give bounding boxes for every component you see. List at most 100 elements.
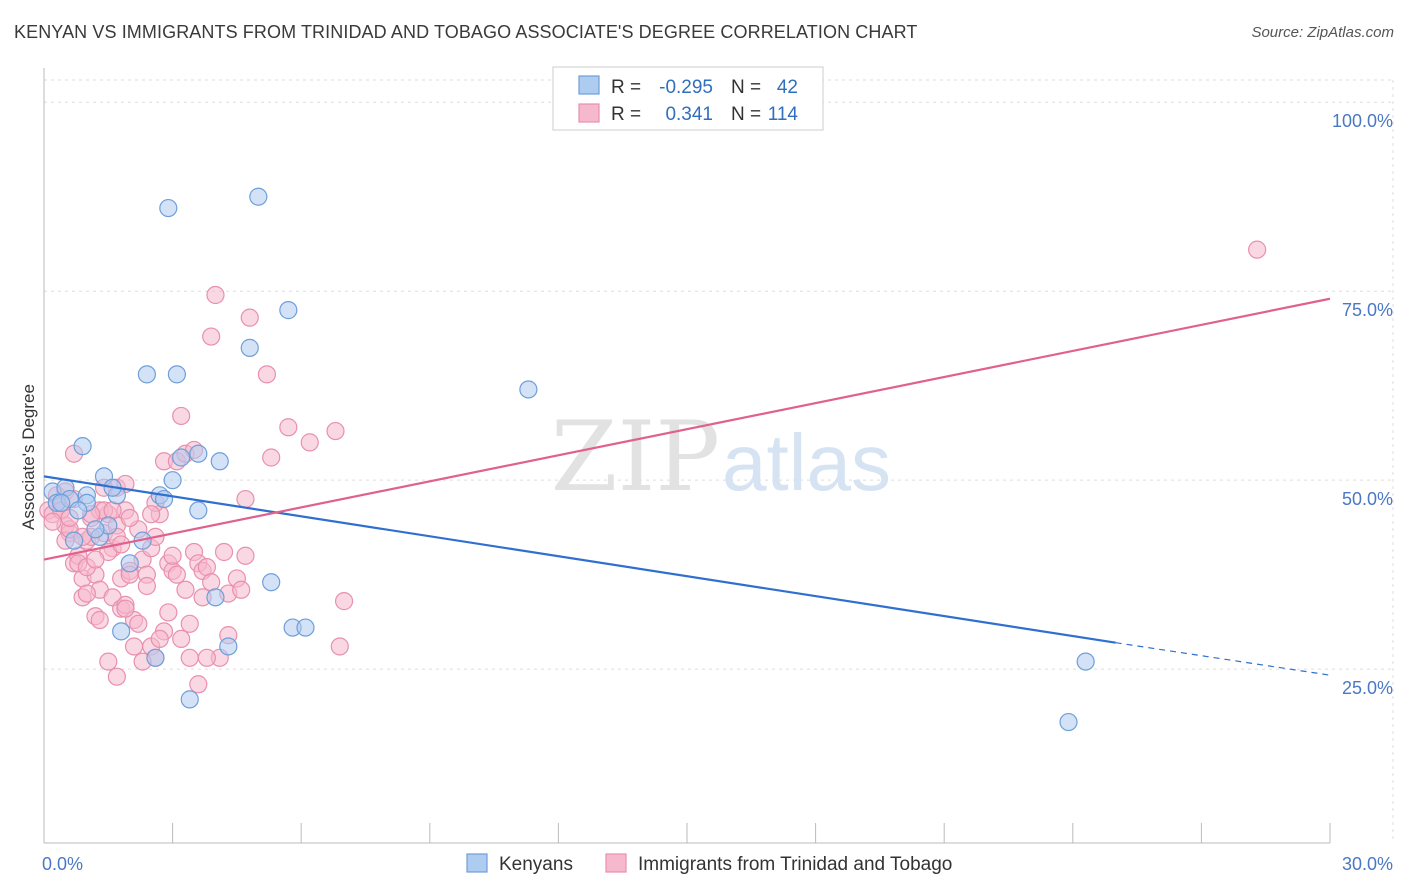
point-pink-65 (257, 365, 277, 384)
point-pink-51 (189, 675, 208, 694)
point-pink-43 (167, 565, 186, 584)
watermark-atlas: atlas (722, 418, 891, 507)
legend-r-value-1: -0.295 (659, 77, 713, 98)
point-pink-71 (334, 592, 354, 611)
point-pink-106 (120, 508, 139, 528)
point-blue-32 (519, 380, 538, 399)
point-blue-27 (249, 187, 268, 206)
chart-title: KENYAN VS IMMIGRANTS FROM TRINIDAD AND T… (14, 22, 918, 42)
point-blue-21 (189, 444, 208, 463)
point-pink-64 (240, 308, 259, 327)
point-pink-48 (180, 648, 199, 667)
point-blue-17 (159, 198, 178, 218)
y-tick-labels: 25.0% 50.0% 75.0% 100.0% (1332, 111, 1393, 698)
point-pink-90 (86, 550, 105, 569)
x-tick-label-0: 0.0% (42, 854, 83, 874)
point-pink-56 (202, 327, 221, 346)
point-pink-111 (214, 542, 234, 562)
point-pink-95 (159, 603, 178, 622)
point-pink-54 (197, 558, 216, 577)
bottom-legend-swatch-kenyans (466, 853, 488, 873)
y-tick-label-0: 25.0% (1342, 678, 1393, 698)
y-tick-label-3: 100.0% (1332, 111, 1393, 131)
point-pink-46 (176, 580, 195, 599)
x-tick-labels: 0.0% 30.0% (42, 854, 1393, 874)
point-blue-12 (120, 554, 139, 573)
axes (43, 68, 1331, 844)
trend-line-dashed-0 (1115, 642, 1331, 676)
watermark: ZIP atlas (551, 401, 891, 513)
legend-r-value-2: 0.341 (665, 104, 713, 125)
point-pink-82 (103, 501, 122, 520)
point-pink-89 (163, 546, 182, 565)
point-pink-102 (197, 648, 216, 667)
legend-n-value-2: 114 (768, 104, 799, 125)
point-blue-31 (296, 618, 315, 637)
point-pink-44 (172, 406, 191, 426)
point-blue-19 (167, 365, 186, 384)
point-blue-24 (206, 588, 225, 607)
point-pink-108 (172, 629, 191, 649)
point-blue-18 (163, 471, 182, 490)
trend-line-solid-1 (43, 297, 1331, 561)
legend-n-label-2: N = (731, 104, 761, 125)
bottom-legend-swatch-immigrants (605, 853, 627, 873)
point-blue-26 (240, 338, 259, 357)
point-blue-38 (172, 448, 191, 467)
point-pink-69 (326, 421, 345, 441)
point-pink-113 (116, 599, 135, 618)
watermark-zip: ZIP (551, 401, 720, 513)
point-pink-110 (107, 667, 126, 686)
y-axis-label: Associate's Degree (19, 384, 38, 530)
point-blue-28 (262, 573, 281, 592)
point-pink-67 (279, 418, 298, 437)
point-pink-107 (77, 584, 96, 603)
point-pink-100 (232, 580, 251, 599)
point-pink-101 (99, 652, 118, 671)
legend-swatch-pink (578, 103, 600, 123)
bottom-legend-label-immigrants: Immigrants from Trinidad and Tobago (638, 854, 952, 875)
point-pink-87 (137, 576, 156, 596)
point-pink-88 (150, 629, 169, 649)
y-tick-label-1: 50.0% (1342, 489, 1393, 509)
point-blue-25 (219, 637, 238, 656)
point-blue-5 (73, 437, 92, 456)
legend-n-label-1: N = (731, 77, 761, 98)
point-blue-29 (279, 301, 298, 320)
legend-r-label-1: R = (611, 77, 641, 98)
point-blue-20 (180, 690, 199, 709)
trend-lines (43, 297, 1331, 676)
point-blue-40 (1059, 712, 1078, 732)
point-blue-41 (86, 520, 105, 539)
point-blue-4 (64, 531, 84, 550)
point-pink-86 (129, 614, 148, 633)
point-pink-63 (236, 489, 255, 509)
point-pink-16 (90, 610, 109, 630)
trend-line-solid-0 (43, 475, 1116, 644)
point-pink-57 (206, 285, 225, 305)
point-pink-66 (262, 448, 281, 467)
point-blue-15 (146, 648, 165, 667)
bottom-legend-label-kenyans: Kenyans (499, 854, 573, 875)
legend-n-value-1: 42 (777, 77, 798, 98)
y-tick-label-2: 75.0% (1342, 300, 1393, 320)
point-pink-47 (180, 614, 199, 633)
legend-r-label-2: R = (611, 104, 641, 125)
point-blue-23 (210, 452, 229, 471)
point-pink-55 (202, 573, 221, 592)
point-pink-29 (124, 637, 144, 656)
point-pink-109 (142, 505, 161, 524)
point-blue-22 (189, 501, 208, 520)
point-pink-103 (43, 512, 62, 531)
point-pink-68 (300, 433, 319, 452)
point-blue-11 (112, 622, 131, 641)
x-tick-label-1: 30.0% (1342, 854, 1393, 874)
series-legend: Kenyans Immigrants from Trinidad and Tob… (466, 853, 952, 875)
correlation-legend: R = -0.295 N = 42 R = 0.341 N = 114 (552, 66, 824, 131)
point-blue-39 (1076, 652, 1095, 671)
series-kenyans-points (43, 187, 1095, 732)
point-blue-37 (69, 501, 88, 520)
legend-swatch-blue (578, 75, 600, 95)
point-blue-14 (137, 365, 156, 384)
